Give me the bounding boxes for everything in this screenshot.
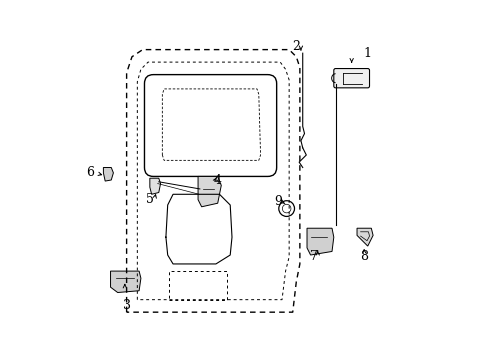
Polygon shape xyxy=(356,228,372,246)
Polygon shape xyxy=(110,271,141,293)
Text: 7: 7 xyxy=(309,250,318,263)
Text: 4: 4 xyxy=(213,174,221,186)
Text: 1: 1 xyxy=(363,47,371,60)
Polygon shape xyxy=(103,167,113,181)
FancyBboxPatch shape xyxy=(333,68,369,88)
Text: 9: 9 xyxy=(274,195,282,208)
Text: 6: 6 xyxy=(86,166,94,179)
Text: 8: 8 xyxy=(360,250,367,263)
Polygon shape xyxy=(149,178,160,194)
Text: 3: 3 xyxy=(122,298,130,311)
Text: 2: 2 xyxy=(292,40,300,53)
Polygon shape xyxy=(306,228,333,255)
Polygon shape xyxy=(198,176,221,207)
Text: 5: 5 xyxy=(145,193,153,206)
